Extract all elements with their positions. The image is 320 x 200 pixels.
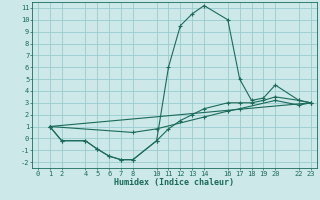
X-axis label: Humidex (Indice chaleur): Humidex (Indice chaleur): [115, 178, 234, 187]
